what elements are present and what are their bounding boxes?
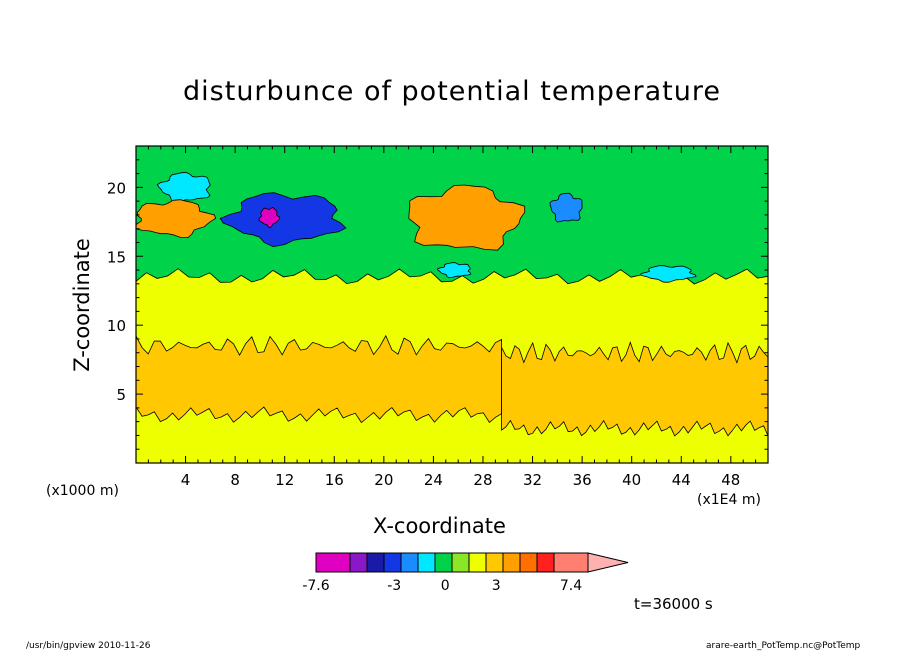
contour-region (136, 199, 217, 238)
colorbar-tick-label: 3 (492, 578, 501, 594)
footer-program-date: /usr/bin/gpview 2010-11-26 (26, 641, 151, 651)
y-tick-label: 5 (116, 386, 126, 404)
contour-region (437, 262, 472, 279)
colorbar-tick-label: -3 (387, 578, 401, 594)
colorbar-cell (502, 552, 521, 573)
contour-region (549, 192, 583, 223)
x-tick-label: 32 (523, 471, 542, 489)
contour-region (219, 192, 347, 248)
colorbar-cell (451, 552, 470, 573)
colorbar-cell (366, 552, 385, 573)
y-tick-label: 20 (107, 179, 126, 197)
x-tick-label: 20 (374, 471, 393, 489)
colorbar-cell (434, 552, 453, 573)
x-tick-label: 48 (721, 471, 740, 489)
x-tick-label: 8 (230, 471, 240, 489)
contour-region (501, 341, 768, 437)
contour-region (640, 265, 697, 283)
colorbar-tip (587, 552, 629, 573)
colorbar-cell (400, 552, 419, 573)
contour-region (258, 207, 281, 228)
contour-region (408, 184, 526, 251)
colorbar-tick-label: -7.6 (302, 578, 329, 594)
colorbar-cell (383, 552, 402, 573)
chart-title: disturbunce of potential temperature (183, 76, 721, 107)
colorbar: -7.6 -3 0 3 7.4 (302, 552, 629, 594)
contour-field (136, 146, 768, 463)
colorbar-cell (468, 552, 487, 573)
colorbar-cell (519, 552, 538, 573)
colorbar-cell (485, 552, 504, 573)
plot-area (136, 146, 768, 463)
plot-frame (135, 145, 769, 464)
x-tick-label: 12 (275, 471, 294, 489)
x-tick-label: 16 (325, 471, 344, 489)
x-tick-label: 36 (573, 471, 592, 489)
colorbar-cell (553, 552, 589, 573)
x-axis-label: X-coordinate (373, 514, 506, 538)
contour-region (156, 171, 211, 204)
colorbar-cell (349, 552, 368, 573)
x-factor-note: (x1E4 m) (697, 492, 761, 508)
y-tick-label: 10 (107, 317, 126, 335)
y-tick-label: 15 (107, 248, 126, 266)
time-label: t=36000 s (634, 595, 713, 613)
footer-file-variable: arare-earth_PotTemp.nc@PotTemp (706, 641, 861, 651)
colorbar-cell (417, 552, 436, 573)
x-tick-label: 44 (672, 471, 691, 489)
x-unit-note: (x1000 m) (46, 483, 119, 499)
x-tick-label: 24 (424, 471, 443, 489)
colorbar-tick-label: 7.4 (560, 578, 582, 594)
colorbar-tick-label: 0 (441, 578, 450, 594)
y-axis-label: Z-coordinate (70, 238, 94, 372)
x-tick-label: 4 (181, 471, 191, 489)
x-tick-label: 40 (622, 471, 641, 489)
x-tick-label: 28 (473, 471, 492, 489)
colorbar-cell (536, 552, 555, 573)
colorbar-cell (315, 552, 351, 573)
